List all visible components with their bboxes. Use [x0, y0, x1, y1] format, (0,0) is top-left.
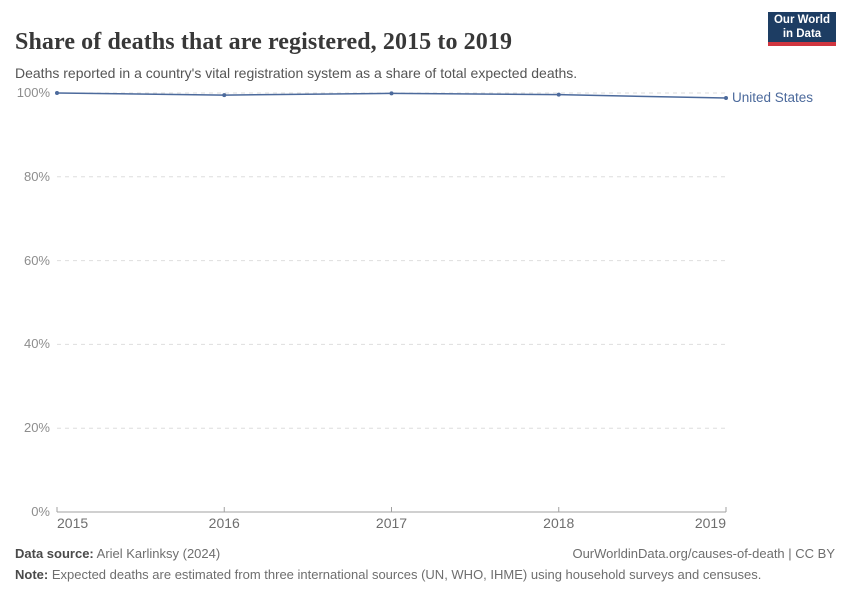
- x-axis-tick-label: 2015: [57, 515, 89, 531]
- data-point[interactable]: [724, 96, 728, 101]
- series-label-united-states[interactable]: United States: [732, 90, 814, 106]
- owid-logo-line2: in Data: [782, 27, 822, 40]
- data-point[interactable]: [389, 91, 394, 96]
- y-axis-tick-label: 80%: [23, 168, 50, 184]
- x-axis-tick-label: 2019: [694, 515, 726, 531]
- y-axis-tick-label: 60%: [23, 252, 50, 268]
- data-source-label: Data source:: [15, 546, 94, 561]
- data-point[interactable]: [556, 92, 561, 97]
- chart-title: Share of deaths that are registered, 201…: [15, 29, 513, 56]
- x-axis-tick-label: 2016: [208, 515, 240, 531]
- data-point[interactable]: [222, 93, 227, 98]
- chart-subtitle: Deaths reported in a country's vital reg…: [15, 65, 578, 81]
- y-axis-tick-label: 0%: [31, 504, 50, 519]
- note-label: Note:: [15, 567, 49, 582]
- x-axis-tick-label: 2017: [375, 515, 408, 531]
- owid-logo[interactable]: Our World in Data: [768, 12, 836, 46]
- owid-link[interactable]: OurWorldinData.org/causes-of-death | CC …: [572, 546, 835, 561]
- data-source-value: Ariel Karlinksy (2024): [93, 546, 221, 561]
- data-source-row: Data source: Ariel Karlinksy (2024): [15, 546, 220, 561]
- owid-logo-line1: Our World: [773, 14, 830, 26]
- note-row: Note: Expected deaths are estimated from…: [15, 567, 815, 582]
- data-point[interactable]: [55, 91, 59, 95]
- note-value: Expected deaths are estimated from three…: [48, 567, 762, 582]
- x-axis-tick-label: 2018: [543, 515, 575, 531]
- y-axis-tick-label: 20%: [23, 420, 50, 436]
- y-axis-tick-label: 100%: [16, 85, 50, 100]
- y-axis-tick-label: 40%: [23, 336, 50, 352]
